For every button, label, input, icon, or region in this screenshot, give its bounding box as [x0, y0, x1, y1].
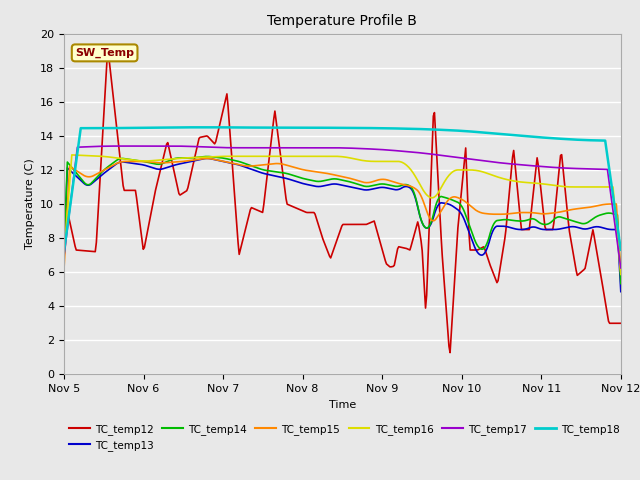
Line: TC_temp18: TC_temp18: [64, 127, 621, 252]
TC_temp12: [446, 350, 454, 356]
TC_temp13: [617, 289, 625, 295]
TC_temp18: [362, 125, 370, 131]
Line: TC_temp14: TC_temp14: [64, 156, 621, 284]
TC_temp17: [605, 175, 612, 180]
TC_temp17: [326, 145, 333, 151]
TC_temp16: [518, 179, 525, 185]
TC_temp18: [326, 125, 333, 131]
TC_temp16: [329, 154, 337, 159]
Line: TC_temp17: TC_temp17: [64, 146, 621, 268]
TC_temp12: [362, 221, 370, 227]
TC_temp18: [329, 125, 337, 131]
TC_temp17: [362, 146, 370, 152]
TC_temp12: [104, 48, 111, 54]
TC_temp16: [60, 254, 68, 260]
TC_temp14: [329, 176, 337, 182]
TC_temp15: [393, 180, 401, 186]
Line: TC_temp12: TC_temp12: [64, 51, 621, 353]
TC_temp14: [203, 154, 211, 159]
TC_temp12: [606, 321, 614, 326]
TC_temp16: [362, 158, 370, 164]
TC_temp18: [518, 133, 525, 139]
Line: TC_temp16: TC_temp16: [64, 155, 621, 275]
TC_temp13: [203, 156, 211, 161]
TC_temp17: [329, 145, 337, 151]
TC_temp14: [362, 183, 370, 189]
TC_temp15: [329, 172, 337, 178]
TC_temp14: [393, 183, 401, 189]
Title: Temperature Profile B: Temperature Profile B: [268, 14, 417, 28]
TC_temp18: [617, 247, 625, 252]
TC_temp13: [393, 187, 401, 192]
TC_temp13: [518, 227, 525, 232]
TC_temp12: [326, 253, 333, 259]
TC_temp13: [605, 227, 612, 232]
TC_temp16: [617, 272, 625, 277]
TC_temp15: [617, 269, 625, 275]
TC_temp16: [68, 152, 76, 158]
TC_temp13: [60, 252, 68, 258]
Y-axis label: Temperature (C): Temperature (C): [24, 158, 35, 250]
TC_temp15: [326, 171, 333, 177]
TC_temp18: [393, 126, 401, 132]
TC_temp14: [518, 218, 525, 224]
TC_temp12: [519, 227, 527, 232]
TC_temp18: [196, 124, 204, 130]
TC_temp16: [605, 184, 612, 190]
TC_temp13: [362, 187, 370, 193]
TC_temp17: [393, 148, 401, 154]
TC_temp14: [617, 281, 625, 287]
TC_temp18: [60, 249, 68, 254]
TC_temp14: [60, 249, 68, 255]
TC_temp18: [605, 161, 612, 167]
TC_temp13: [326, 182, 333, 188]
TC_temp12: [617, 321, 625, 326]
TC_temp14: [605, 210, 612, 216]
Line: TC_temp15: TC_temp15: [64, 158, 621, 272]
TC_temp17: [60, 253, 68, 259]
TC_temp17: [518, 162, 525, 168]
TC_temp17: [617, 265, 625, 271]
Line: TC_temp13: TC_temp13: [64, 158, 621, 292]
X-axis label: Time: Time: [329, 400, 356, 409]
Text: SW_Temp: SW_Temp: [75, 48, 134, 58]
TC_temp12: [329, 249, 337, 254]
TC_temp15: [203, 156, 211, 161]
TC_temp16: [326, 154, 333, 159]
TC_temp14: [326, 177, 333, 182]
TC_temp13: [329, 181, 337, 187]
TC_temp15: [518, 210, 525, 216]
TC_temp17: [114, 143, 122, 149]
TC_temp16: [393, 158, 401, 164]
TC_temp12: [393, 252, 401, 257]
Legend: TC_temp12, TC_temp13, TC_temp14, TC_temp15, TC_temp16, TC_temp17, TC_temp18: TC_temp12, TC_temp13, TC_temp14, TC_temp…: [69, 424, 620, 451]
TC_temp15: [362, 180, 370, 186]
TC_temp15: [605, 201, 612, 207]
TC_temp12: [60, 192, 68, 198]
TC_temp15: [60, 266, 68, 272]
